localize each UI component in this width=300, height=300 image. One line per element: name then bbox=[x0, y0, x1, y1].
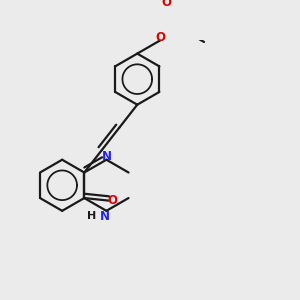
Text: O: O bbox=[108, 194, 118, 207]
Text: N: N bbox=[101, 150, 111, 163]
Text: O: O bbox=[161, 0, 171, 9]
Text: H: H bbox=[86, 211, 96, 221]
Text: N: N bbox=[100, 210, 110, 223]
Text: O: O bbox=[156, 32, 166, 44]
